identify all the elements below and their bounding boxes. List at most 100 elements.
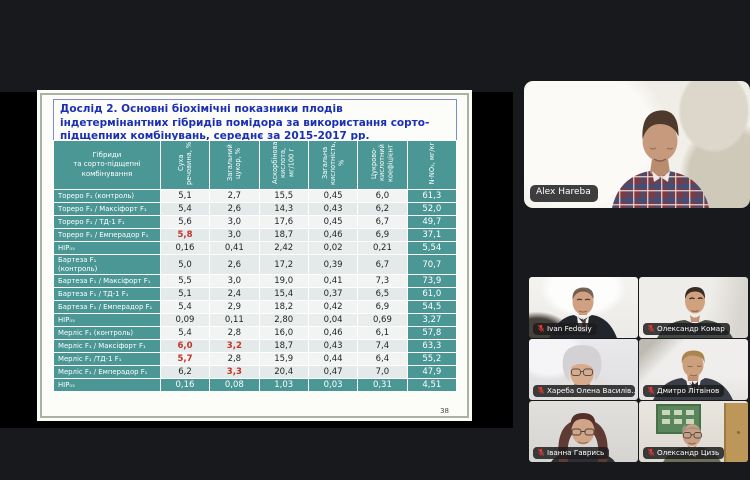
participant-name-label: Дмитро Літвінов [643, 384, 725, 397]
table-cell: 18,2 [258, 300, 309, 315]
participant-name: Олександр Цизь [657, 447, 720, 457]
row-label: Бартеза F₁ / Емперадор F₁ [53, 300, 161, 315]
column-header: Загальний цукор, % [209, 140, 260, 190]
table-cell: 2,42 [258, 241, 309, 255]
table-cell: 7,3 [357, 274, 408, 289]
table-cell: 5,7 [159, 352, 211, 367]
table-cell: 3,0 [209, 228, 260, 242]
table-cell: 20,4 [258, 365, 309, 380]
row-label: НІР₀₅ [53, 378, 161, 393]
table-cell: 3,3 [209, 365, 260, 380]
table-cell: 16,0 [258, 326, 309, 341]
table-cell: 3,0 [209, 215, 260, 229]
column-header: N-NO₃, мг/кг [406, 140, 458, 190]
table-row: Тореро F₁ / Емперадор F₁ 5,8 3,0 18,7 0,46 6,… [53, 228, 458, 242]
table-row: Бартеза F₁ / Максіфорт F₁ 5,5 3,0 19,0 0,41 7… [53, 274, 458, 289]
table-cell: 61,3 [406, 189, 458, 203]
biochemical-table: Гібриди та сорто-підщепні комбінування С… [53, 140, 458, 393]
table-cell: 4,51 [406, 378, 458, 393]
table-cell: 5,54 [406, 241, 458, 255]
table-row: Тореро F₁ (контроль) 5,1 2,7 15,5 0,45 6,0 61,… [53, 189, 458, 203]
table-cell: 1,03 [258, 378, 309, 393]
column-header: Аскорбінова кислота, мг/100 г [258, 140, 309, 190]
table-cell: 15,5 [258, 189, 309, 203]
table-cell: 0,44 [307, 352, 359, 367]
table-cell: 5,6 [159, 215, 211, 229]
table-cell: 6,9 [357, 228, 408, 242]
table-cell: 19,0 [258, 274, 309, 289]
table-row: Мерліс F₁ /ТД-1 F₁ 5,7 2,8 15,9 0,44 6,4 55,2 [53, 352, 458, 367]
mic-muted-icon [537, 448, 545, 456]
table-cell: 5,5 [159, 274, 211, 289]
table-cell: 5,0 [159, 253, 211, 276]
table-cell: 6,2 [357, 202, 408, 216]
table-cell: 17,6 [258, 215, 309, 229]
table-row: Мерліс F₁ (контроль) 5,4 2,8 16,0 0,46 6,1 57,… [53, 326, 458, 341]
column-header: Суха речовина, % [159, 140, 211, 190]
video-tile-participant[interactable]: Олександр Цизь [639, 401, 748, 462]
mic-muted-icon [647, 448, 655, 456]
row-label: Бартеза F₁ / Максіфорт F₁ [53, 274, 161, 289]
table-cell: 57,8 [406, 326, 458, 341]
table-cell: 2,9 [209, 300, 260, 315]
table-cell: 70,7 [406, 253, 458, 276]
video-tile-participant[interactable]: Олександр Комар [639, 277, 748, 338]
table-cell: 6,2 [159, 365, 211, 380]
table-cell: 0,31 [357, 378, 408, 393]
table-cell: 0,16 [159, 378, 211, 393]
table-cell: 2,6 [209, 253, 260, 276]
row-label: Мерліс F₁ / Емперадор F₁ [53, 365, 161, 380]
table-row: Тореро F₁ / Максіфорт F₁ 5,4 2,6 14,3 0,43 6,… [53, 202, 458, 216]
speaker-name: Alex Hareba [536, 187, 591, 198]
table-cell: 5,4 [159, 202, 211, 216]
avatar-alex [612, 110, 709, 208]
table-row: НІР₀₅ 0,09 0,11 2,80 0,04 0,69 3,27 [53, 313, 458, 328]
mic-muted-icon [647, 324, 655, 332]
row-label: Мерліс F₁ /ТД-1 F₁ [53, 352, 161, 367]
table-cell: 49,7 [406, 215, 458, 229]
video-tile-participant[interactable]: Хареба Олена Василів... [529, 339, 638, 400]
video-tile-participant[interactable]: Дмитро Літвінов [639, 339, 748, 400]
table-cell: 6,9 [357, 300, 408, 315]
table-cell: 5,8 [159, 228, 211, 242]
row-label: Тореро F₁ (контроль) [53, 189, 161, 203]
video-tile-speaker[interactable]: Alex Hareba [524, 81, 750, 208]
table-cell: 54,5 [406, 300, 458, 315]
table-cell: 0,03 [307, 378, 359, 393]
column-header: Цукрово-кислотний коефіцієнт [357, 140, 408, 190]
table-cell: 0,46 [307, 228, 359, 242]
wooden-cabinet [724, 403, 748, 462]
table-cell: 2,8 [209, 352, 260, 367]
video-tile-participant[interactable]: Іванна Гаврись [529, 401, 638, 462]
mic-muted-icon [537, 324, 545, 332]
participant-name-label: Іванна Гаврись [533, 446, 610, 459]
table-cell: 0,45 [307, 215, 359, 229]
table-cell: 6,0 [159, 339, 211, 354]
row-label: Тореро F₁ / ТД-1 F₁ [53, 215, 161, 229]
video-tile-participant[interactable]: Ivan Fedosiy [529, 277, 638, 338]
presentation-slide: Дослід 2. Основні біохімічні показники п… [37, 90, 472, 421]
table-cell: 2,80 [258, 313, 309, 328]
table-cell: 0,37 [307, 287, 359, 302]
table-cell: 3,27 [406, 313, 458, 328]
participant-name-label: Ivan Fedosiy [533, 322, 597, 335]
slide-page-number: 38 [440, 407, 449, 415]
participant-name-label: Alex Hareba [530, 185, 598, 202]
row-label: Тореро F₁ / Емперадор F₁ [53, 228, 161, 242]
participant-name-label: Олександр Цизь [643, 446, 725, 459]
row-label: Тореро F₁ / Максіфорт F₁ [53, 202, 161, 216]
table-cell: 3,0 [209, 274, 260, 289]
mic-muted-icon [647, 386, 655, 394]
table-cell: 2,4 [209, 287, 260, 302]
column-header: Загальна кислотність, % [307, 140, 359, 190]
table-cell: 6,4 [357, 352, 408, 367]
table-cell: 6,5 [357, 287, 408, 302]
table-cell: 47,9 [406, 365, 458, 380]
table-cell: 7,0 [357, 365, 408, 380]
table-cell: 6,7 [357, 215, 408, 229]
participant-name-label: Хареба Олена Василів... [533, 384, 635, 397]
table-cell: 37,1 [406, 228, 458, 242]
table-cell: 0,09 [159, 313, 211, 328]
table-cell: 2,6 [209, 202, 260, 216]
